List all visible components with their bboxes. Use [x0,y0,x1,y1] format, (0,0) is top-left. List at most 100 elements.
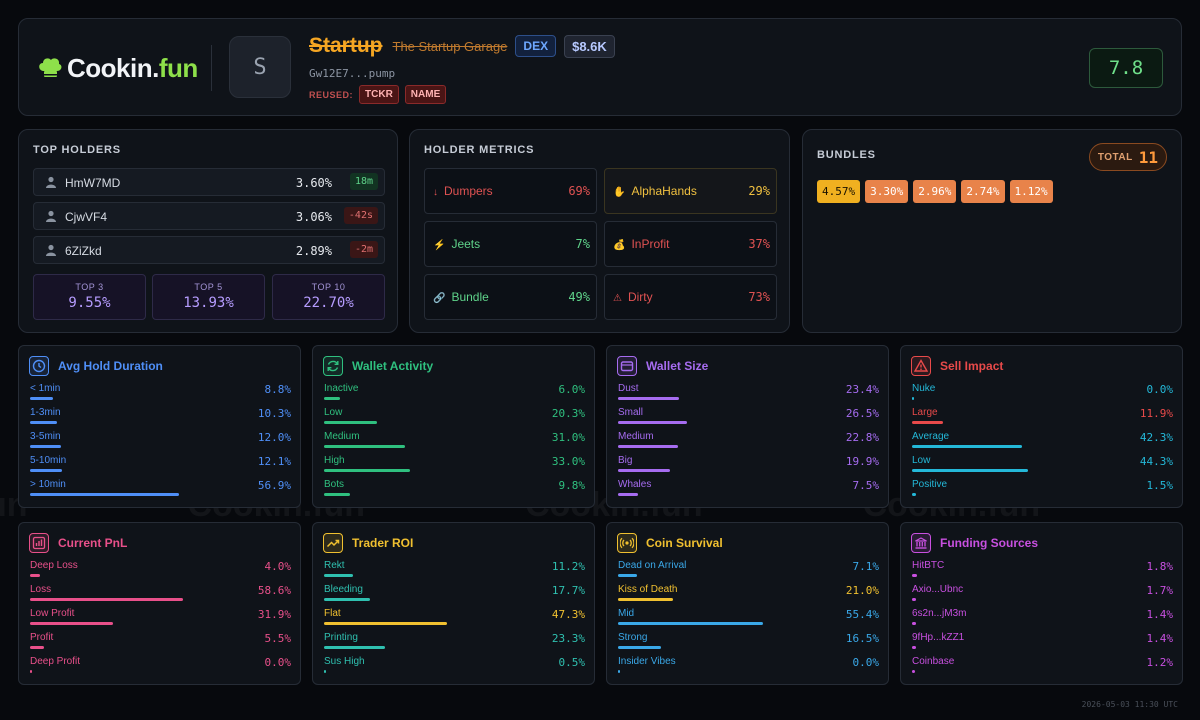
stat-bar [912,493,916,496]
card-title: Sell Impact [940,359,1004,373]
bundle-chip[interactable]: 4.57% [817,180,861,203]
market-cap-badge: $8.6K [564,34,615,58]
reused-name-tag: NAME [404,85,447,104]
stat-bar [30,622,114,625]
user-icon [46,176,56,188]
bundle-chip[interactable]: 1.12% [1009,180,1053,203]
total-value: 11 [1138,147,1158,167]
stat-label: Printing [324,632,358,643]
card-header: Current PnL [29,533,127,553]
stat-bar [324,574,354,577]
stat-label: Strong [618,632,648,643]
holder-age-badge: 18m [349,173,378,190]
metric-inprofit[interactable]: 💰 InProfit 37% [604,221,777,267]
money-bag-icon: 💰 [613,240,626,251]
stat-bar [618,445,678,448]
timestamp: 2026-05-03 11:30 UTC [1081,700,1178,709]
stat-label: High [324,455,345,466]
stat-bar [30,421,57,424]
stat-label: Low [912,455,931,466]
holder-percent: 3.06% [295,210,332,224]
bank-icon [911,533,931,553]
stat-bar [30,574,41,577]
stat-row: Average 42.3% [912,428,1173,452]
metric-bundle[interactable]: 🔗 Bundle 49% [424,274,597,320]
stat-label: Flat [324,608,341,619]
bundles-total-badge: TOTAL 11 [1088,143,1167,171]
bundle-chip[interactable]: 3.30% [865,180,909,203]
top10-summary: TOP 10 22.70% [272,274,385,320]
card-rows: Rekt 11.2% Bleeding 17.7% Flat 47.3% Printing 2… [324,557,585,677]
stat-label: Positive [912,479,948,490]
holder-metrics-panel: HOLDER METRICS ↓ Dumpers 69% ✋ AlphaHands 29%… [409,129,790,333]
stat-row: 9fHp...kZZ1 1.4% [912,629,1173,653]
metric-label: ⚡ Jeets [433,237,480,251]
token-score: 7.8 [1089,48,1163,88]
stat-bar [618,670,620,673]
metric-dumpers[interactable]: ↓ Dumpers 69% [424,168,597,214]
down-arrow-icon: ↓ [433,187,438,198]
top-holders-title: TOP HOLDERS [33,144,121,156]
bundle-chip-list: 4.57% 3.30% 2.96% 2.74% 1.12% [817,180,1053,203]
stat-bar [912,598,917,601]
stat-bar [912,622,916,625]
metric-value: 73% [748,290,770,304]
stat-row: Rekt 11.2% [324,557,585,581]
stat-bar [912,445,1023,448]
stat-row: 5-10min 12.1% [30,452,291,476]
stat-value: 23.4% [845,383,879,396]
bundle-chip[interactable]: 2.74% [961,180,1005,203]
metric-jeets[interactable]: ⚡ Jeets 7% [424,221,597,267]
card-title: Avg Hold Duration [58,359,163,373]
stat-value: 7.5% [852,479,880,492]
metric-label: 💰 InProfit [613,237,669,251]
card-rows: Dust 23.4% Small 26.5% Medium 22.8% Big 19.9% Wh… [618,380,879,500]
stat-label: Small [618,407,644,418]
stat-row: Small 26.5% [618,404,879,428]
stat-bar [618,421,688,424]
stat-label: Coinbase [912,656,955,667]
reused-flags: REUSED: TCKR NAME [309,85,447,104]
link-icon: 🔗 [433,293,446,304]
metric-alphahands[interactable]: ✋ AlphaHands 29% [604,168,777,214]
stat-row: < 1min 8.8% [30,380,291,404]
holder-row[interactable]: HmW7MD 3.60% 18m [33,168,385,196]
stat-row: Dead on Arrival 7.1% [618,557,879,581]
warning-triangle-icon [911,356,931,376]
stat-bar [618,493,638,496]
stat-row: Medium 31.0% [324,428,585,452]
holder-percent: 3.60% [295,176,332,190]
holder-row[interactable]: 6ZiZkd 2.89% -2m [33,236,385,264]
stat-value: 9.8% [558,479,586,492]
cookin-fun-logo[interactable]: Cookin.fun [37,53,198,83]
radar-icon [617,533,637,553]
stat-row: Nuke 0.0% [912,380,1173,404]
stat-row: Big 19.9% [618,452,879,476]
stat-bar [30,493,179,496]
dex-badge[interactable]: DEX [515,35,557,57]
stat-value: 20.3% [551,407,585,420]
stat-value: 58.6% [257,584,291,597]
stat-label: Nuke [912,383,936,394]
metric-dirty[interactable]: ⚠ Dirty 73% [604,274,777,320]
metric-value: 29% [748,184,770,198]
stat-value: 26.5% [845,407,879,420]
stat-value: 10.3% [257,407,291,420]
stat-bar [912,469,1028,472]
stat-label: Bleeding [324,584,363,595]
stat-row: Mid 55.4% [618,605,879,629]
holder-row[interactable]: CjwVF4 3.06% -42s [33,202,385,230]
warning-icon: ⚠ [613,293,622,304]
holder-address: HmW7MD [65,176,121,190]
stat-row: Bleeding 17.7% [324,581,585,605]
stat-value: 7.1% [852,560,880,573]
current-pnl-card: Current PnL Deep Loss 4.0% Loss 58.6% Low Pro… [18,522,301,685]
metric-label: ✋ AlphaHands [613,184,697,198]
token-address[interactable]: Gw12E7...pump [309,67,396,80]
card-title: Wallet Size [646,359,709,373]
stat-value: 23.3% [551,632,585,645]
stat-bar [30,469,62,472]
bundle-chip[interactable]: 2.96% [913,180,957,203]
stat-label: Average [912,431,950,442]
lightning-icon: ⚡ [433,240,446,251]
